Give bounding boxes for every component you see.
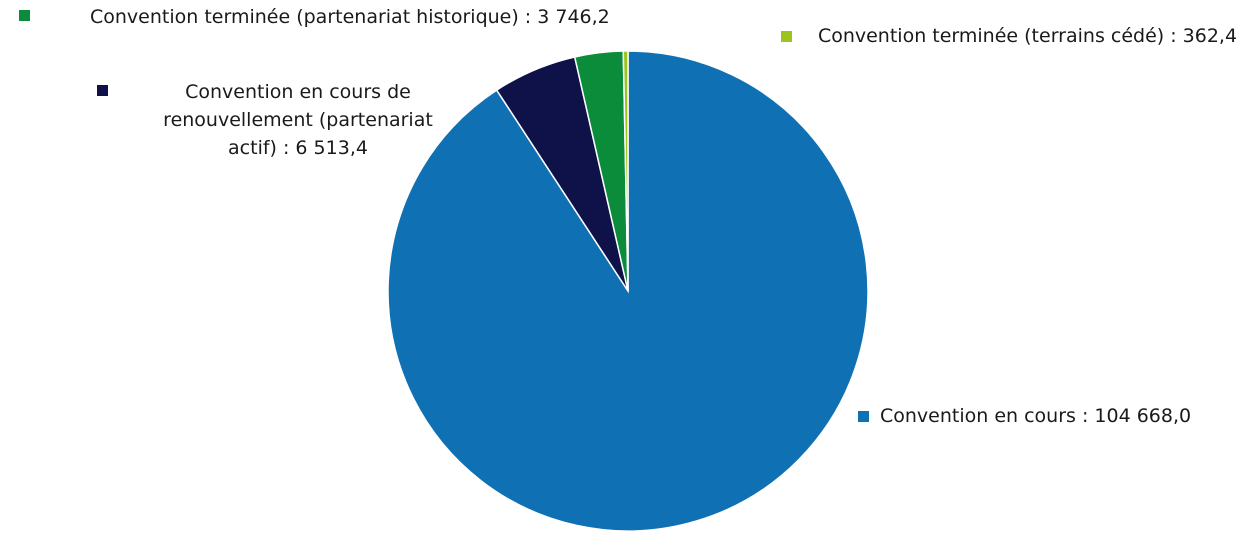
data-label: Convention en cours : 104 668,0 <box>880 405 1192 427</box>
legend-marker <box>97 85 108 96</box>
legend-marker <box>19 10 30 21</box>
pie-slice <box>622 50 629 292</box>
legend-marker <box>781 31 792 42</box>
data-label: Convention terminée (terrains cédé) : 36… <box>817 25 1238 47</box>
data-label: Convention en cours de renouvellement (p… <box>163 81 433 159</box>
data-label: Convention terminée (partenariat histori… <box>90 6 610 28</box>
legend-marker <box>858 411 869 422</box>
